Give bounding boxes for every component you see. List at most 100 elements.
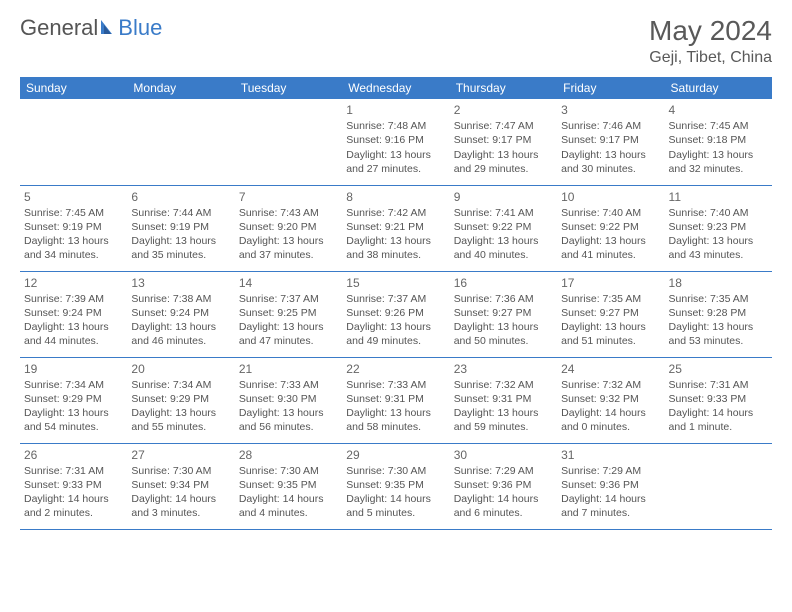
daylight-line: Daylight: 13 hours and 41 minutes. (561, 234, 660, 262)
sunset-line: Sunset: 9:18 PM (669, 133, 768, 147)
daylight-line: Daylight: 13 hours and 54 minutes. (24, 406, 123, 434)
calendar-day-cell: 17Sunrise: 7:35 AMSunset: 9:27 PMDayligh… (557, 271, 664, 357)
sunset-line: Sunset: 9:23 PM (669, 220, 768, 234)
sunset-line: Sunset: 9:28 PM (669, 306, 768, 320)
daylight-line: Daylight: 13 hours and 30 minutes. (561, 148, 660, 176)
daylight-line: Daylight: 14 hours and 1 minute. (669, 406, 768, 434)
calendar-day-cell: 2Sunrise: 7:47 AMSunset: 9:17 PMDaylight… (450, 99, 557, 185)
day-number: 18 (669, 275, 768, 291)
daylight-line: Daylight: 13 hours and 43 minutes. (669, 234, 768, 262)
daylight-line: Daylight: 13 hours and 47 minutes. (239, 320, 338, 348)
logo: General Blue (20, 15, 162, 41)
daylight-line: Daylight: 13 hours and 44 minutes. (24, 320, 123, 348)
daylight-line: Daylight: 13 hours and 55 minutes. (131, 406, 230, 434)
daylight-line: Daylight: 13 hours and 51 minutes. (561, 320, 660, 348)
day-number: 15 (346, 275, 445, 291)
calendar-day-cell: 27Sunrise: 7:30 AMSunset: 9:34 PMDayligh… (127, 443, 234, 529)
day-number: 1 (346, 102, 445, 118)
sunset-line: Sunset: 9:29 PM (131, 392, 230, 406)
daylight-line: Daylight: 13 hours and 27 minutes. (346, 148, 445, 176)
sunrise-line: Sunrise: 7:36 AM (454, 292, 553, 306)
sunset-line: Sunset: 9:35 PM (346, 478, 445, 492)
calendar-day-cell: 5Sunrise: 7:45 AMSunset: 9:19 PMDaylight… (20, 185, 127, 271)
calendar-day-cell: 18Sunrise: 7:35 AMSunset: 9:28 PMDayligh… (665, 271, 772, 357)
daylight-line: Daylight: 13 hours and 34 minutes. (24, 234, 123, 262)
calendar-day-cell: 28Sunrise: 7:30 AMSunset: 9:35 PMDayligh… (235, 443, 342, 529)
sunset-line: Sunset: 9:29 PM (24, 392, 123, 406)
calendar-day-cell: 15Sunrise: 7:37 AMSunset: 9:26 PMDayligh… (342, 271, 449, 357)
day-number: 28 (239, 447, 338, 463)
calendar-day-cell: 14Sunrise: 7:37 AMSunset: 9:25 PMDayligh… (235, 271, 342, 357)
sunset-line: Sunset: 9:32 PM (561, 392, 660, 406)
sunrise-line: Sunrise: 7:48 AM (346, 119, 445, 133)
day-number: 7 (239, 189, 338, 205)
day-header: Monday (127, 77, 234, 99)
daylight-line: Daylight: 13 hours and 29 minutes. (454, 148, 553, 176)
logo-text-gray: General (20, 15, 98, 41)
day-number: 30 (454, 447, 553, 463)
calendar-day-cell: 26Sunrise: 7:31 AMSunset: 9:33 PMDayligh… (20, 443, 127, 529)
day-number: 4 (669, 102, 768, 118)
calendar-week-row: 1Sunrise: 7:48 AMSunset: 9:16 PMDaylight… (20, 99, 772, 185)
daylight-line: Daylight: 13 hours and 37 minutes. (239, 234, 338, 262)
sunrise-line: Sunrise: 7:31 AM (669, 378, 768, 392)
sunrise-line: Sunrise: 7:34 AM (131, 378, 230, 392)
calendar-empty-cell (127, 99, 234, 185)
sunrise-line: Sunrise: 7:29 AM (561, 464, 660, 478)
sunset-line: Sunset: 9:16 PM (346, 133, 445, 147)
day-header: Tuesday (235, 77, 342, 99)
daylight-line: Daylight: 14 hours and 6 minutes. (454, 492, 553, 520)
sunset-line: Sunset: 9:22 PM (561, 220, 660, 234)
day-header: Saturday (665, 77, 772, 99)
day-header: Thursday (450, 77, 557, 99)
sunrise-line: Sunrise: 7:37 AM (239, 292, 338, 306)
calendar-table: SundayMondayTuesdayWednesdayThursdayFrid… (20, 77, 772, 530)
logo-text-blue: Blue (118, 15, 162, 41)
daylight-line: Daylight: 13 hours and 50 minutes. (454, 320, 553, 348)
daylight-line: Daylight: 14 hours and 2 minutes. (24, 492, 123, 520)
sunrise-line: Sunrise: 7:35 AM (669, 292, 768, 306)
sunset-line: Sunset: 9:24 PM (24, 306, 123, 320)
calendar-day-cell: 7Sunrise: 7:43 AMSunset: 9:20 PMDaylight… (235, 185, 342, 271)
daylight-line: Daylight: 13 hours and 58 minutes. (346, 406, 445, 434)
sunset-line: Sunset: 9:27 PM (561, 306, 660, 320)
calendar-week-row: 12Sunrise: 7:39 AMSunset: 9:24 PMDayligh… (20, 271, 772, 357)
calendar-day-cell: 24Sunrise: 7:32 AMSunset: 9:32 PMDayligh… (557, 357, 664, 443)
location-label: Geji, Tibet, China (649, 49, 772, 67)
calendar-day-cell: 16Sunrise: 7:36 AMSunset: 9:27 PMDayligh… (450, 271, 557, 357)
sunrise-line: Sunrise: 7:31 AM (24, 464, 123, 478)
daylight-line: Daylight: 13 hours and 56 minutes. (239, 406, 338, 434)
calendar-day-cell: 6Sunrise: 7:44 AMSunset: 9:19 PMDaylight… (127, 185, 234, 271)
daylight-line: Daylight: 14 hours and 5 minutes. (346, 492, 445, 520)
daylight-line: Daylight: 14 hours and 4 minutes. (239, 492, 338, 520)
sunrise-line: Sunrise: 7:34 AM (24, 378, 123, 392)
sunrise-line: Sunrise: 7:37 AM (346, 292, 445, 306)
sunset-line: Sunset: 9:27 PM (454, 306, 553, 320)
sunset-line: Sunset: 9:24 PM (131, 306, 230, 320)
sunset-line: Sunset: 9:26 PM (346, 306, 445, 320)
sunrise-line: Sunrise: 7:29 AM (454, 464, 553, 478)
daylight-line: Daylight: 13 hours and 46 minutes. (131, 320, 230, 348)
calendar-body: 1Sunrise: 7:48 AMSunset: 9:16 PMDaylight… (20, 99, 772, 529)
sunrise-line: Sunrise: 7:33 AM (346, 378, 445, 392)
sunset-line: Sunset: 9:21 PM (346, 220, 445, 234)
day-number: 20 (131, 361, 230, 377)
day-number: 13 (131, 275, 230, 291)
day-number: 26 (24, 447, 123, 463)
page-header: General Blue May 2024 Geji, Tibet, China (20, 15, 772, 67)
calendar-week-row: 19Sunrise: 7:34 AMSunset: 9:29 PMDayligh… (20, 357, 772, 443)
sunset-line: Sunset: 9:17 PM (454, 133, 553, 147)
sunrise-line: Sunrise: 7:40 AM (561, 206, 660, 220)
sunrise-line: Sunrise: 7:30 AM (239, 464, 338, 478)
daylight-line: Daylight: 13 hours and 35 minutes. (131, 234, 230, 262)
title-block: May 2024 Geji, Tibet, China (649, 15, 772, 67)
day-number: 12 (24, 275, 123, 291)
calendar-day-cell: 29Sunrise: 7:30 AMSunset: 9:35 PMDayligh… (342, 443, 449, 529)
daylight-line: Daylight: 13 hours and 49 minutes. (346, 320, 445, 348)
daylight-line: Daylight: 13 hours and 59 minutes. (454, 406, 553, 434)
day-number: 11 (669, 189, 768, 205)
day-number: 22 (346, 361, 445, 377)
sunset-line: Sunset: 9:30 PM (239, 392, 338, 406)
day-header: Wednesday (342, 77, 449, 99)
day-number: 3 (561, 102, 660, 118)
